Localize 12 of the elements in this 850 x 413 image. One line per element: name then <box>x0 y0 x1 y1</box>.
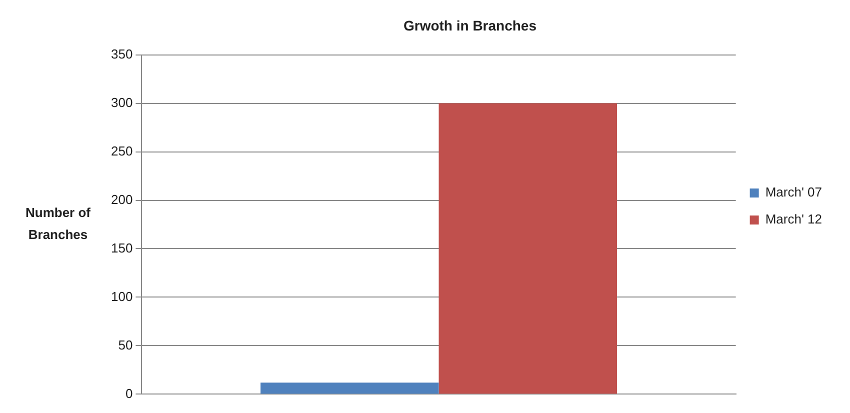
y-tick-label: 200 <box>110 192 133 207</box>
y-tick-label: 350 <box>110 46 133 62</box>
y-tick-label: 250 <box>110 143 133 158</box>
legend-label: March' 07 <box>765 184 822 200</box>
chart-title: Grwoth in Branches <box>403 17 537 34</box>
y-tick-label: 300 <box>110 94 133 110</box>
y-tick-label: 150 <box>110 240 133 256</box>
legend-label: March' 12 <box>765 212 822 227</box>
y-tick-label: 100 <box>110 288 133 304</box>
y-tick-label: 0 <box>125 386 133 401</box>
y-tick-label: 50 <box>118 337 133 352</box>
y-axis-title: Number of Branches <box>26 205 92 242</box>
